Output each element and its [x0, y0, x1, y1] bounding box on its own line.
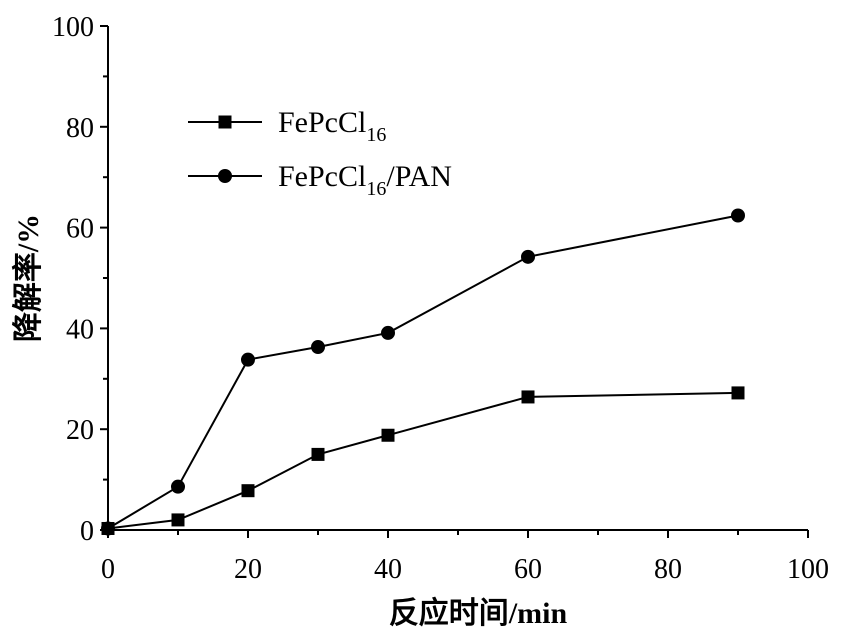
series-fepccl16 [101, 386, 745, 535]
circle-marker [381, 325, 395, 340]
circle-marker [311, 340, 325, 355]
x-tick-label: 20 [234, 554, 262, 585]
legend-item: FePcCl16 [188, 106, 386, 146]
y-tick-label: 40 [66, 314, 94, 345]
y-axis-ticks: 0 20 40 60 80 100 [52, 12, 108, 547]
x-tick-label: 0 [101, 554, 115, 585]
series-line [107, 214, 739, 530]
circle-marker [521, 249, 535, 264]
square-marker [381, 428, 395, 442]
y-tick-label: 60 [66, 214, 94, 245]
legend-label: FePcCl16 [278, 106, 386, 146]
legend-marker [218, 115, 232, 129]
circle-marker [731, 208, 745, 223]
legend: FePcCl16 FePcCl16/PAN [188, 106, 452, 200]
circle-marker [241, 352, 255, 367]
y-tick-label: 80 [66, 113, 94, 144]
axes [107, 26, 808, 531]
x-axis-label: 反应时间/min [389, 596, 568, 631]
series-layer [101, 208, 745, 536]
square-marker [731, 386, 745, 400]
square-marker [521, 390, 535, 404]
x-tick-label: 40 [374, 554, 402, 585]
square-marker [241, 484, 255, 498]
x-tick-label: 80 [654, 554, 682, 585]
y-tick-label: 20 [66, 415, 94, 446]
legend-label: FePcCl16/PAN [278, 160, 452, 200]
series-line [107, 391, 739, 530]
x-tick-label: 100 [787, 554, 829, 585]
legend-item: FePcCl16/PAN [188, 160, 452, 200]
y-tick-label: 0 [80, 516, 94, 547]
circle-marker [171, 479, 185, 494]
y-axis-label: 降解率/% [11, 214, 46, 342]
x-axis-ticks: 0 20 40 60 80 100 [101, 530, 829, 585]
y-tick-label: 100 [52, 12, 94, 43]
square-marker [171, 513, 185, 527]
square-marker [311, 447, 325, 461]
legend-marker [218, 169, 232, 183]
series-fepccl16-pan [101, 208, 745, 536]
circle-marker [101, 521, 115, 536]
x-tick-label: 60 [514, 554, 542, 585]
